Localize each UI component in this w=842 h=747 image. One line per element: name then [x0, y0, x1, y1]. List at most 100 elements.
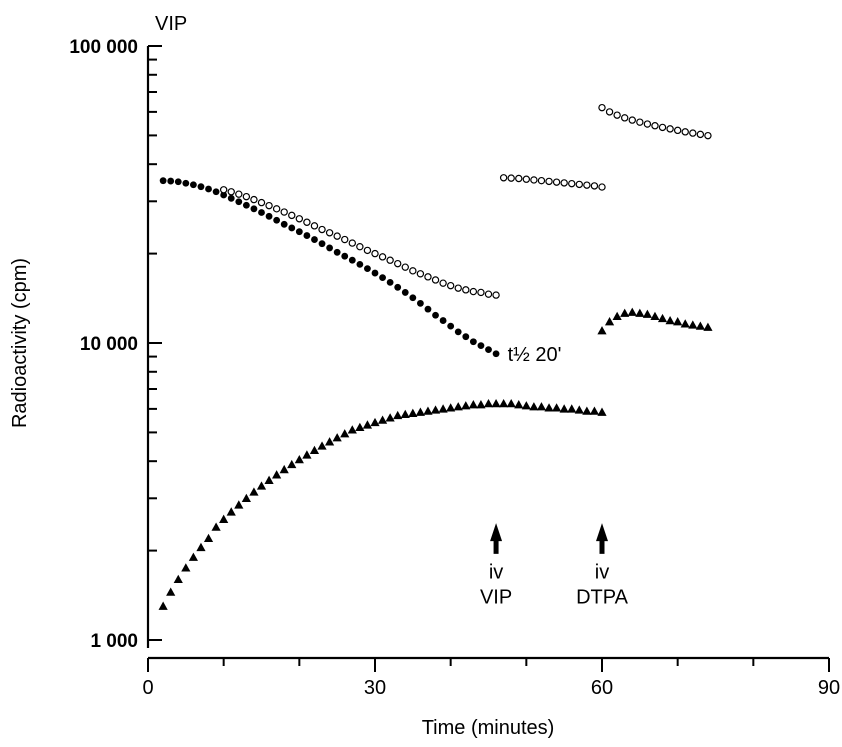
data-point-open-circle: [492, 291, 500, 299]
data-point-triangle: [446, 403, 456, 412]
data-point-triangle: [219, 514, 229, 523]
data-point-triangle: [385, 413, 395, 422]
data-point-triangle: [234, 500, 244, 509]
data-point-triangle: [203, 533, 214, 542]
data-point-filled-circle: [386, 278, 394, 286]
data-point-open-circle: [303, 218, 311, 226]
data-point-triangle: [408, 408, 418, 417]
data-point-open-circle: [235, 190, 243, 198]
data-point-filled-circle: [371, 269, 379, 277]
data-point-open-circle: [257, 198, 266, 207]
data-point-open-circle: [356, 242, 364, 251]
data-point-filled-circle: [348, 256, 356, 264]
data-point-triangle: [552, 403, 562, 412]
data-point-triangle: [529, 402, 539, 411]
data-point-open-circle: [409, 267, 417, 275]
data-point-triangle: [627, 307, 637, 316]
x-axis: 0 30 60 90: [142, 656, 840, 699]
series-circle-filled: [159, 177, 500, 358]
data-point-triangle: [188, 552, 198, 561]
data-point-filled-circle: [311, 236, 318, 243]
data-point-triangle: [499, 399, 509, 408]
data-point-open-circle: [348, 239, 356, 247]
data-point-open-circle: [295, 215, 304, 223]
data-point-filled-circle: [469, 338, 477, 346]
data-point-triangle: [287, 459, 297, 469]
data-point-open-circle: [371, 249, 379, 258]
arrow-head: [596, 523, 608, 542]
data-point-filled-circle: [454, 328, 462, 336]
data-point-open-circle: [318, 225, 326, 234]
data-point-open-circle: [530, 176, 538, 184]
data-point-filled-circle: [462, 333, 470, 341]
data-point-open-circle: [598, 183, 606, 191]
data-point-triangle: [453, 402, 463, 411]
data-point-filled-circle: [318, 240, 326, 248]
data-point-filled-circle: [159, 177, 167, 185]
data-point-open-circle: [477, 288, 485, 297]
data-point-open-circle: [394, 259, 402, 268]
y-tick-label: 100 000: [69, 37, 138, 58]
data-point-filled-circle: [280, 220, 288, 228]
data-point-filled-circle: [303, 232, 311, 239]
data-point-open-circle: [265, 201, 273, 210]
data-point-open-circle: [613, 111, 621, 119]
data-point-triangle: [506, 399, 516, 408]
data-point-open-circle: [704, 131, 712, 140]
data-point-open-circle: [598, 103, 606, 112]
data-point-filled-circle: [265, 212, 273, 220]
data-point-triangle: [642, 309, 652, 318]
data-point-triangle: [544, 403, 554, 412]
data-point-triangle: [355, 422, 365, 432]
data-point-open-circle: [636, 118, 644, 126]
data-point-triangle: [688, 320, 698, 329]
data-point-open-circle: [250, 195, 258, 204]
data-point-open-circle: [363, 246, 372, 255]
data-point-triangle: [665, 315, 675, 325]
data-point-triangle: [226, 507, 236, 516]
data-point-triangle: [476, 400, 486, 409]
data-point-open-circle: [560, 179, 568, 187]
data-point-triangle: [340, 429, 350, 438]
data-point-filled-circle: [409, 294, 417, 302]
data-point-triangle: [415, 407, 425, 416]
data-point-filled-circle: [250, 205, 258, 213]
data-point-triangle: [256, 481, 267, 490]
data-point-filled-circle: [242, 201, 250, 209]
data-point-filled-circle: [273, 216, 281, 224]
data-point-open-circle: [462, 286, 470, 294]
data-point-open-circle: [621, 114, 629, 122]
data-point-triangle: [377, 415, 388, 424]
data-point-triangle: [181, 563, 191, 572]
data-point-open-circle: [507, 174, 515, 182]
x-tick-label: 60: [591, 677, 613, 699]
y-tick-label: 10 000: [80, 334, 138, 355]
data-point-open-circle: [288, 211, 296, 220]
data-point-open-circle: [545, 177, 553, 186]
data-point-open-circle: [590, 182, 599, 190]
data-point-triangle: [695, 321, 705, 330]
data-point-open-circle: [681, 128, 689, 136]
data-point-triangle: [604, 317, 615, 326]
data-point-filled-circle: [190, 181, 197, 189]
data-point-filled-circle: [326, 244, 333, 252]
series-circle-open: [219, 103, 712, 299]
data-point-filled-circle: [258, 209, 265, 216]
data-point-filled-circle: [447, 322, 455, 330]
data-point-open-circle: [219, 186, 228, 194]
annotation-label: iv: [489, 562, 503, 584]
data-point-open-circle: [552, 178, 561, 186]
data-point-open-circle: [378, 253, 387, 261]
data-point-triangle: [302, 450, 312, 459]
data-point-open-circle: [386, 256, 394, 264]
data-point-open-circle: [575, 180, 584, 189]
data-point-triangle: [491, 399, 501, 408]
data-point-triangle: [309, 445, 320, 455]
data-point-triangle: [673, 317, 683, 326]
data-point-open-circle: [454, 284, 462, 292]
data-point-triangle: [461, 401, 471, 410]
data-point-filled-circle: [205, 185, 212, 193]
data-point-open-circle: [696, 130, 705, 139]
data-point-filled-circle: [485, 346, 492, 354]
